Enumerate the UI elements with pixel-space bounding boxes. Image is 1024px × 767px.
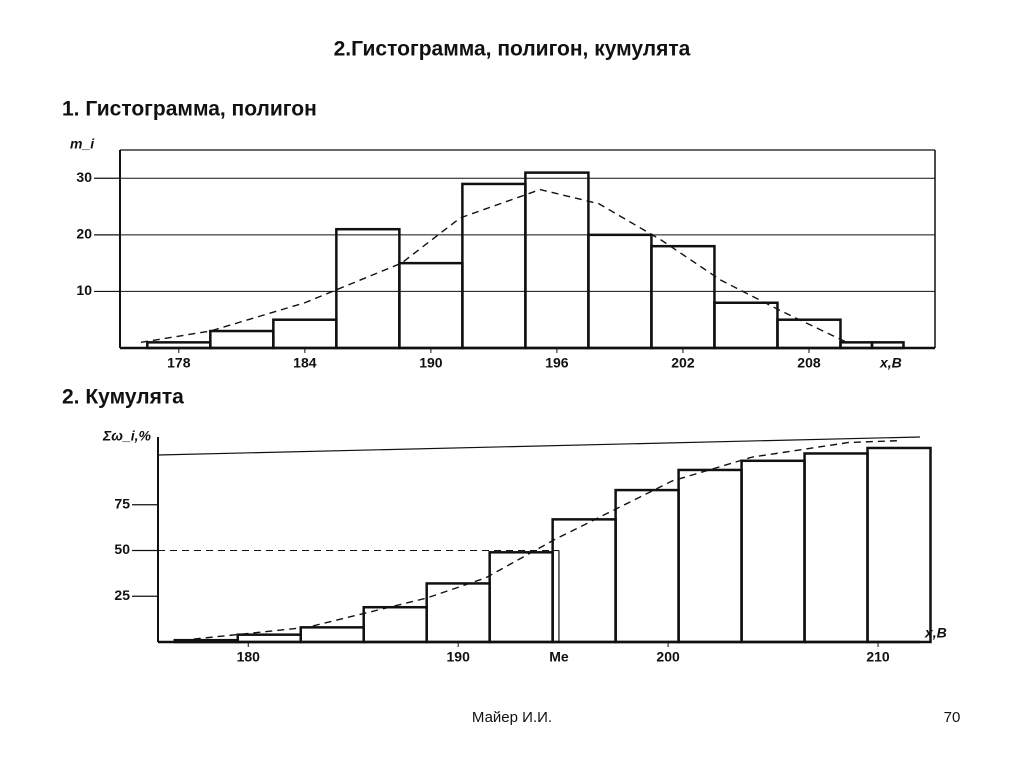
x-tick-label: 210 [866, 649, 890, 665]
bar [614, 488, 680, 644]
y-tick-label: 25 [114, 587, 130, 603]
curve [140, 188, 848, 344]
bar [551, 518, 617, 644]
x-tick-label: 196 [545, 355, 569, 371]
footer-page: 70 [944, 709, 961, 726]
bar [740, 459, 806, 644]
x-tick-label: 178 [167, 355, 191, 371]
bar [650, 244, 716, 350]
x-tick-label: 180 [237, 649, 261, 665]
footer-author: Майер И.И. [472, 709, 552, 726]
y-tick-label: 20 [76, 226, 92, 242]
section-heading: 1. Гистограмма, полигон [62, 98, 317, 121]
bar [803, 452, 869, 644]
bar [488, 551, 554, 644]
bar [209, 329, 275, 350]
bar [236, 633, 302, 644]
x-tick-label: 190 [419, 355, 443, 371]
bar [461, 182, 527, 350]
x-tick-label: 184 [293, 355, 317, 371]
bar [398, 261, 464, 350]
section-heading: 2. Кумулята [62, 386, 184, 409]
x-tick-label: 200 [656, 649, 680, 665]
bar [866, 446, 932, 644]
bar [362, 605, 428, 644]
x-axis-label: x,B [924, 625, 947, 641]
bar [335, 227, 401, 350]
y-tick-label: 75 [114, 495, 130, 511]
x-tick-label: 202 [671, 355, 695, 371]
bar [870, 341, 905, 350]
y-axis-label: m_i [70, 136, 95, 152]
bar [425, 582, 491, 644]
median-label: Me [549, 649, 569, 665]
y-axis-label: Σω_i,% [102, 428, 152, 444]
y-tick-label: 30 [76, 169, 92, 185]
bar [677, 468, 743, 644]
x-axis-label: x,B [879, 355, 902, 371]
bar [173, 638, 240, 644]
bar [299, 626, 365, 644]
top-border [157, 436, 921, 456]
x-tick-label: 190 [447, 649, 471, 665]
y-tick-label: 50 [114, 541, 130, 557]
bar [839, 341, 874, 350]
bar [272, 318, 338, 350]
slide-title: 2.Гистограмма, полигон, кумулята [334, 38, 691, 61]
curve [193, 439, 900, 640]
bar [713, 301, 779, 350]
bar [146, 341, 212, 350]
x-tick-label: 208 [797, 355, 821, 371]
y-tick-label: 10 [76, 282, 92, 298]
bar [776, 318, 842, 350]
